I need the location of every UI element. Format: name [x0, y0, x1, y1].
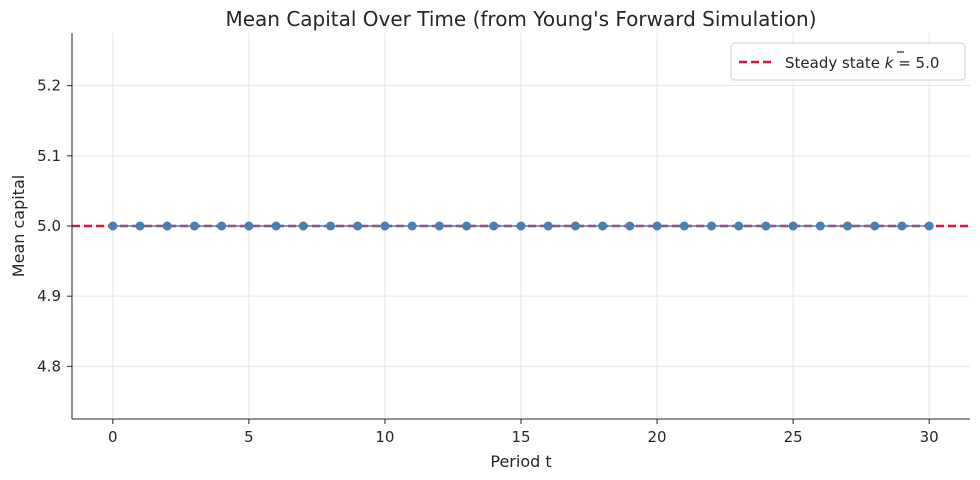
data-point: [598, 221, 608, 231]
data-point: [788, 221, 798, 231]
data-point: [489, 221, 499, 231]
data-point: [870, 221, 880, 231]
data-point: [924, 221, 934, 231]
data-point: [189, 221, 199, 231]
data-point: [298, 221, 308, 231]
data-point: [353, 221, 363, 231]
x-tick-label: 5: [244, 428, 254, 446]
data-point: [761, 221, 771, 231]
x-tick-label: 15: [511, 428, 530, 446]
x-tick-label: 25: [784, 428, 803, 446]
data-point: [625, 221, 635, 231]
data-point: [271, 221, 281, 231]
data-point: [434, 221, 444, 231]
data-point: [543, 221, 553, 231]
data-point: [706, 221, 716, 231]
chart-title: Mean Capital Over Time (from Young's For…: [225, 7, 816, 31]
data-point: [244, 221, 254, 231]
data-point: [462, 221, 472, 231]
data-point: [380, 221, 390, 231]
x-tick-label: 0: [108, 428, 118, 446]
data-point: [815, 221, 825, 231]
data-point: [843, 221, 853, 231]
legend-entry-steady-state: Steady state k = 5.0: [785, 54, 939, 72]
y-tick-label: 5.1: [37, 147, 61, 165]
data-point: [652, 221, 662, 231]
data-point: [570, 221, 580, 231]
data-point: [135, 221, 145, 231]
y-tick-label: 4.9: [37, 287, 61, 305]
y-tick-label: 5.0: [37, 217, 61, 235]
x-axis-label: Period t: [490, 452, 551, 471]
legend-suffix: = 5.0: [893, 54, 939, 72]
y-tick-label: 4.8: [37, 357, 61, 375]
legend-box: [730, 42, 966, 81]
x-ticks: 0 5 10 15 20 25 30: [108, 419, 939, 446]
data-point: [162, 221, 172, 231]
data-point: [679, 221, 689, 231]
y-ticks: 4.8 4.9 5.0 5.1 5.2: [37, 77, 72, 375]
y-tick-label: 5.2: [37, 77, 61, 95]
x-tick-label: 20: [648, 428, 667, 446]
data-point: [734, 221, 744, 231]
legend: Steady state k = 5.0: [730, 42, 966, 81]
x-tick-label: 30: [920, 428, 939, 446]
data-point: [108, 221, 118, 231]
x-tick-label: 10: [375, 428, 394, 446]
data-point: [326, 221, 336, 231]
series-group: [108, 221, 934, 231]
data-point: [407, 221, 417, 231]
data-point: [217, 221, 227, 231]
y-axis-label: Mean capital: [9, 175, 28, 277]
legend-symbol: k: [885, 54, 895, 72]
data-point: [516, 221, 526, 231]
legend-prefix: Steady state: [785, 54, 885, 72]
data-point: [897, 221, 907, 231]
